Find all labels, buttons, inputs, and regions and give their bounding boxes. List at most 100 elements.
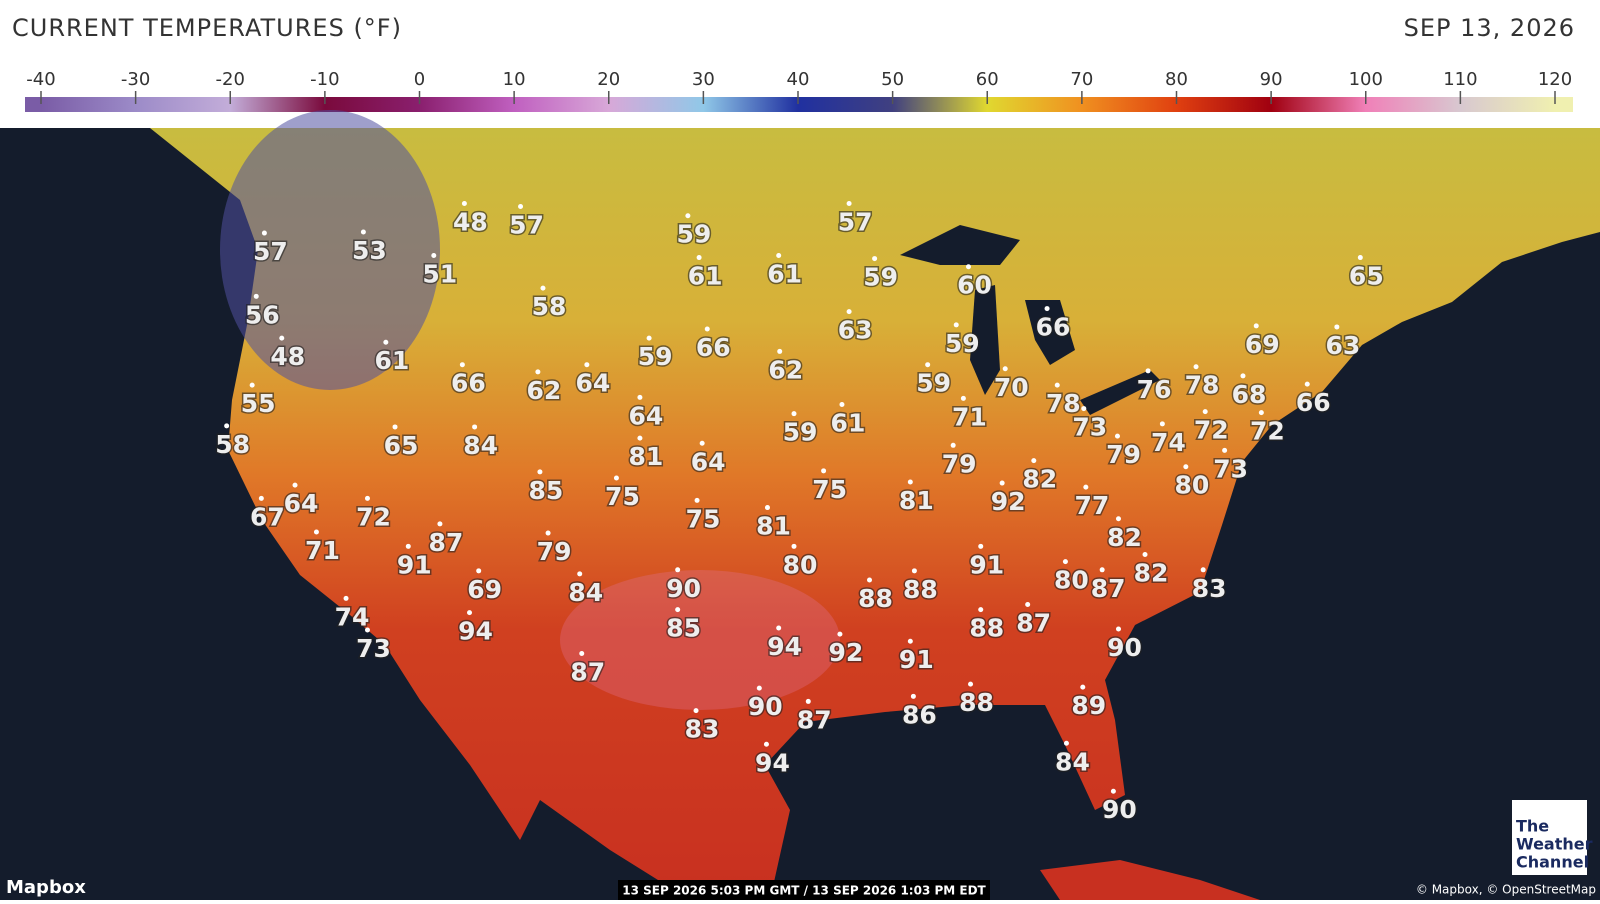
station-dot [249, 382, 255, 388]
station-dot [1200, 567, 1206, 573]
station-dot [839, 401, 845, 407]
temperature-label: 90 [748, 692, 783, 721]
temperature-label: 69 [467, 575, 502, 604]
station-dot [910, 693, 916, 699]
station-dot [1142, 551, 1148, 557]
temperature-label: 88 [858, 584, 893, 613]
temperature-label: 87 [797, 705, 832, 734]
station-dot [950, 442, 956, 448]
station-dot [1240, 373, 1246, 379]
lake [1025, 300, 1075, 365]
station-dot [540, 285, 546, 291]
station-dot [685, 213, 691, 219]
scale-tick-label: 80 [1165, 69, 1188, 90]
station-dot [791, 411, 797, 417]
logo-line[interactable]: The [1516, 817, 1549, 836]
station-dot [999, 480, 1005, 486]
temperature-label: 80 [1174, 471, 1209, 500]
station-dot [1222, 447, 1228, 453]
station-dot [537, 469, 543, 475]
temperature-label: 72 [1250, 417, 1285, 446]
station-dot [637, 394, 643, 400]
temperature-label: 65 [384, 431, 419, 460]
station-dot [637, 435, 643, 441]
temperature-label: 84 [463, 431, 498, 460]
temperature-label: 94 [458, 617, 493, 646]
temperature-label: 73 [1213, 454, 1248, 483]
station-dot [805, 698, 811, 704]
scale-tick-label: 30 [692, 69, 715, 90]
station-dot [1002, 366, 1008, 372]
station-dot [253, 293, 259, 299]
station-dot [405, 543, 411, 549]
temperature-label: 92 [829, 638, 864, 667]
lake [1080, 370, 1160, 415]
temperature-label: 80 [1054, 566, 1089, 595]
map-date: SEP 13, 2026 [1404, 14, 1575, 42]
temperature-label: 63 [1325, 331, 1360, 360]
temperature-label: 77 [1074, 491, 1109, 520]
scale-tick-label: 40 [787, 69, 810, 90]
temperature-label: 82 [1022, 465, 1057, 494]
temperature-label: 75 [605, 482, 640, 511]
station-dot [777, 348, 783, 354]
temperature-label: 67 [250, 502, 285, 531]
logo-line[interactable]: Weather [1516, 835, 1593, 854]
temperature-label: 59 [783, 418, 818, 447]
temperature-label: 83 [1192, 574, 1227, 603]
station-dot [872, 256, 878, 262]
station-dot [392, 424, 398, 430]
station-dot [1025, 601, 1031, 607]
station-dot [279, 335, 285, 341]
station-dot [693, 708, 699, 714]
temperature-label: 61 [688, 262, 723, 291]
station-dot [699, 440, 705, 446]
temperature-label: 94 [767, 632, 802, 661]
scale-tick-label: 10 [503, 69, 526, 90]
temperature-label: 87 [429, 528, 464, 557]
station-dot [1044, 306, 1050, 312]
temperature-label: 57 [838, 207, 873, 236]
station-dot [1115, 626, 1121, 632]
temperature-label: 79 [537, 537, 572, 566]
temperature-label: 59 [638, 342, 673, 371]
scale-tick-label: -10 [310, 69, 339, 90]
temperature-label: 60 [957, 271, 992, 300]
scale-tick-label: 100 [1349, 69, 1383, 90]
station-dot [646, 335, 652, 341]
logo-bg[interactable] [1512, 800, 1587, 875]
station-dot [476, 568, 482, 574]
temperature-label: 75 [686, 504, 721, 533]
timestamp: 13 SEP 2026 5:03 PM GMT / 13 SEP 2026 1:… [622, 884, 986, 898]
station-dot [459, 362, 465, 368]
scale-tick-label: 60 [976, 69, 999, 90]
station-dot [261, 230, 267, 236]
logo-line[interactable]: Channel [1516, 853, 1589, 872]
temperature-label: 66 [1296, 388, 1331, 417]
station-dot [925, 362, 931, 368]
temperature-label: 56 [245, 300, 280, 329]
temperature-label: 86 [902, 700, 937, 729]
temperature-label: 73 [356, 634, 391, 663]
temperature-label: 80 [783, 550, 818, 579]
temperature-label: 76 [1137, 375, 1172, 404]
temperature-label: 61 [767, 260, 802, 289]
station-dot [968, 681, 974, 687]
station-dot [579, 650, 585, 656]
station-dot [1083, 484, 1089, 490]
scale-tick-label: 20 [597, 69, 620, 90]
station-dot [1183, 464, 1189, 470]
scale-tick-label: -20 [216, 69, 245, 90]
temperature-label: 64 [284, 489, 319, 518]
station-dot [1253, 323, 1259, 329]
station-dot [224, 423, 230, 429]
temperature-label: 59 [945, 329, 980, 358]
temperature-label: 73 [1072, 413, 1107, 442]
temperature-label: 58 [215, 430, 250, 459]
temperature-label: 87 [570, 657, 605, 686]
station-dot [545, 530, 551, 536]
station-dot [461, 200, 467, 206]
attribution: © Mapbox, © OpenStreetMap [1416, 883, 1596, 897]
station-dot [776, 625, 782, 631]
